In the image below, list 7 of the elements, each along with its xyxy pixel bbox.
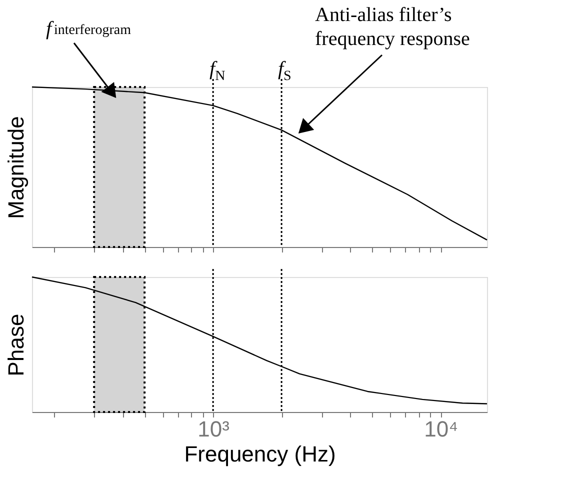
y-axis-title: Magnitude <box>4 116 28 219</box>
x-tick-label: 10⁴ <box>424 416 458 442</box>
x-axis-title: Frequency (Hz) <box>184 442 336 466</box>
x-tick-label: 10³ <box>198 416 230 442</box>
band-label: finterferogram <box>46 18 132 40</box>
annotation: Anti-alias filter’s frequency response <box>315 4 470 50</box>
y-axis-title: Phase <box>4 314 28 376</box>
